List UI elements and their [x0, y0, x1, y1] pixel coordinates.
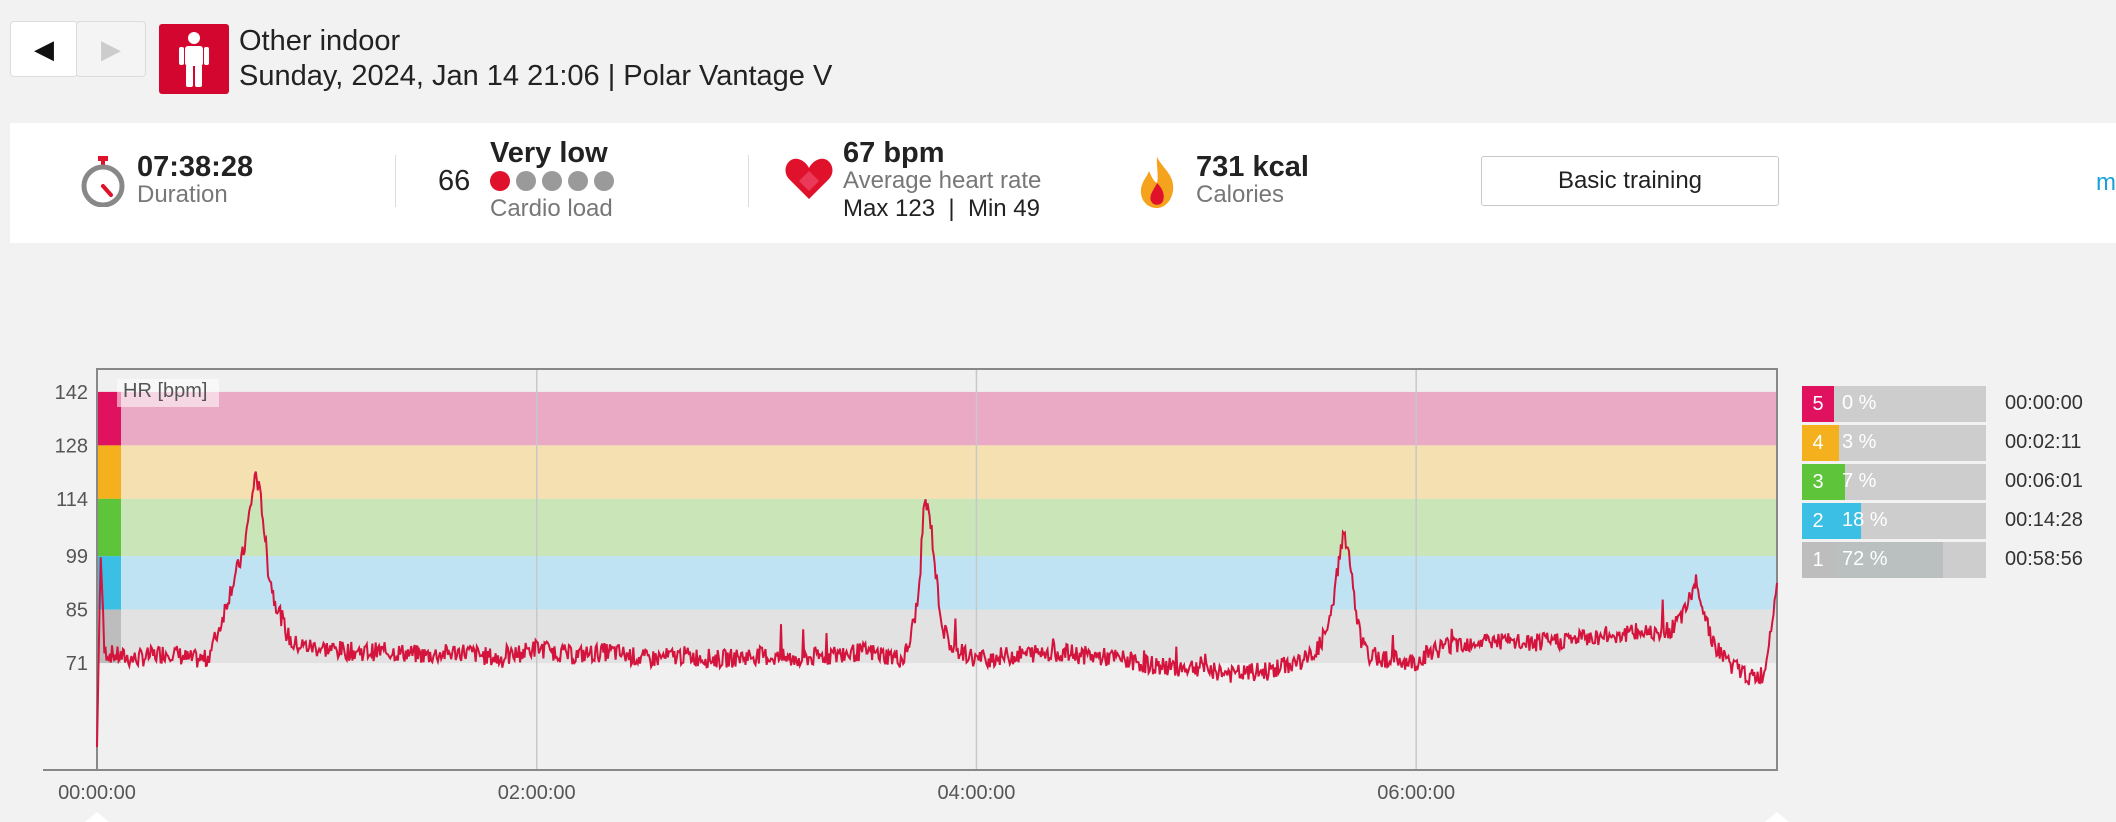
zone-bar: 3 %: [1834, 425, 1986, 461]
heart-rate-chart: 142 128 114 99 85 71 00:00:00 02:00:00 04:00:00…: [43, 368, 1789, 822]
zone-percentage: 72 %: [1842, 548, 1888, 570]
zone-number: 2: [1802, 503, 1834, 539]
range-end-handle[interactable]: [1765, 812, 1789, 822]
zone-row-2: 2 18 % 00:14:28: [1802, 503, 2116, 539]
y-tick-label: 142: [55, 382, 88, 404]
zone-bar: 18 %: [1834, 503, 1986, 539]
zone-duration: 00:06:01: [2005, 470, 2083, 492]
zone-duration: 00:58:56: [2005, 548, 2083, 570]
zone-duration: 00:02:11: [2005, 431, 2082, 453]
zone-bar-fill: [1834, 503, 1862, 539]
heart-icon: [785, 158, 833, 199]
zone-bar: 0 %: [1834, 386, 1986, 422]
svg-text:HR [bpm]: HR [bpm]: [123, 380, 207, 402]
duration-label: Duration: [137, 181, 228, 208]
zone-number: 3: [1802, 464, 1834, 500]
session-datetime-device: Sunday, 2024, Jan 14 21:06 | Polar Vanta…: [239, 60, 833, 92]
y-tick-label: 71: [66, 653, 88, 675]
zone-duration: 00:14:28: [2005, 509, 2083, 531]
training-summary: 07:38:28 Duration 66 Very low Cardio loa…: [10, 123, 2116, 243]
range-start-handle[interactable]: [85, 812, 109, 822]
zone-percentage: 7 %: [1842, 470, 1877, 492]
x-tick-label: 04:00:00: [938, 782, 1016, 804]
x-tick-label: 02:00:00: [498, 782, 576, 804]
divider: [748, 155, 749, 207]
zone-row-3: 3 7 % 00:06:01: [1802, 464, 2116, 500]
cardio-dot: [594, 171, 614, 191]
zone-percentage: 0 %: [1842, 392, 1877, 414]
zone-bar-fill: [1834, 464, 1845, 500]
calories-value: 731 kcal: [1196, 151, 1309, 183]
hr-zone-band-5: [97, 391, 1777, 446]
duration-value: 07:38:28: [137, 151, 254, 183]
hr-zone-marker-3: [97, 498, 121, 557]
y-tick-label: 99: [66, 546, 88, 568]
next-session-button[interactable]: ▶: [76, 21, 146, 77]
hr-zone-band-3: [97, 498, 1777, 557]
zone-row-5: 5 0 % 00:00:00: [1802, 386, 2116, 422]
zone-percentage: 3 %: [1842, 431, 1877, 453]
hr-zone-band-4: [97, 445, 1777, 499]
divider: [395, 155, 396, 207]
zone-number: 4: [1802, 425, 1834, 461]
avg-heart-rate-value: 67 bpm: [843, 137, 945, 169]
zone-row-4: 4 3 % 00:02:11: [1802, 425, 2116, 461]
zone-bar: 72 %: [1834, 542, 1986, 578]
stopwatch-icon: [81, 156, 125, 207]
zone-bar-fill: [1834, 425, 1839, 461]
sport-name: Other indoor: [239, 25, 401, 57]
person-standing-icon: [159, 24, 229, 94]
y-tick-label: 114: [56, 489, 88, 511]
chart-plot-area: [96, 368, 1778, 771]
cardio-dot: [516, 171, 536, 191]
training-benefit-button[interactable]: Basic training: [1481, 156, 1779, 206]
previous-session-button[interactable]: ◀: [10, 21, 78, 77]
zone-row-1: 1 72 % 00:58:56: [1802, 542, 2116, 578]
zone-bar: 7 %: [1834, 464, 1986, 500]
zone-number: 5: [1802, 386, 1834, 422]
flame-icon: [1140, 157, 1174, 208]
hr-zone-marker-4: [97, 445, 121, 499]
y-tick-label: 85: [66, 600, 88, 622]
cardio-dot: [490, 171, 510, 191]
cardio-dot: [542, 171, 562, 191]
cardio-load-level: Very low: [490, 137, 608, 169]
cardio-dot: [568, 171, 588, 191]
chart-series-label: HR [bpm]: [117, 379, 219, 407]
cardio-load-score: 66: [438, 165, 471, 197]
heart-rate-series-line: [96, 471, 1778, 748]
zone-number: 1: [1802, 542, 1834, 578]
session-navigation: ◀ ▶: [10, 21, 146, 77]
more-link[interactable]: mo: [2096, 169, 2116, 196]
cardio-load-label: Cardio load: [490, 195, 613, 222]
zone-percentage: 18 %: [1842, 509, 1888, 531]
zone-duration: 00:00:00: [2005, 392, 2083, 414]
y-tick-label: 128: [55, 435, 88, 457]
cardio-load-dots: [490, 171, 614, 191]
avg-heart-rate-label: Average heart rate: [843, 167, 1042, 194]
x-tick-label: 06:00:00: [1377, 782, 1455, 804]
heart-rate-max-min: Max 123 | Min 49: [843, 195, 1040, 222]
x-tick-label: 00:00:00: [58, 782, 136, 804]
calories-label: Calories: [1196, 181, 1285, 208]
zone-bar-fill: [1834, 542, 1944, 578]
